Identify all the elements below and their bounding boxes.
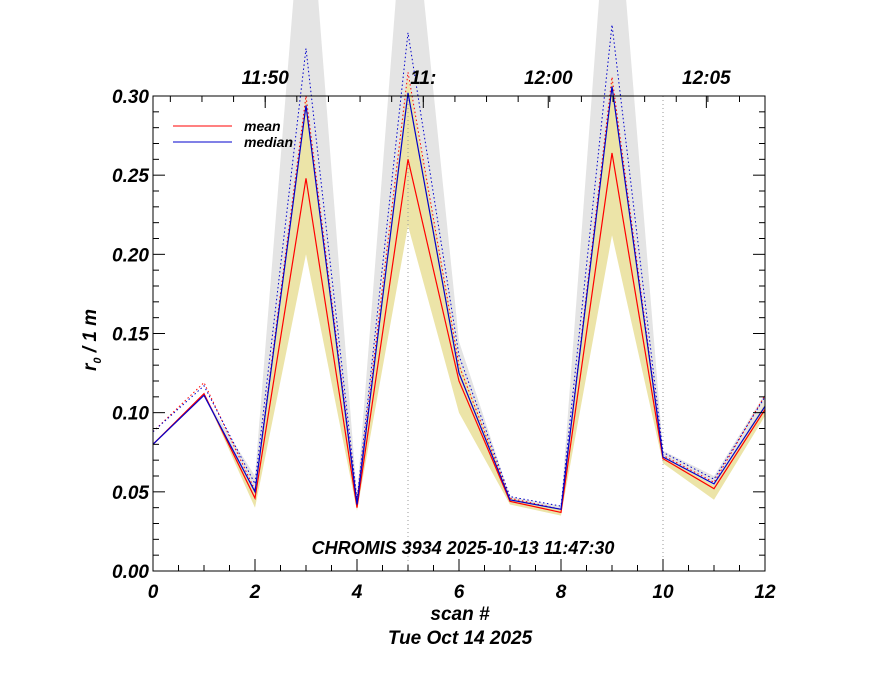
x-tick-label: 8: [556, 582, 567, 603]
top-time-label: 12:00: [524, 68, 573, 89]
y-axis-label-sub: 0: [92, 357, 104, 364]
top-time-label: 11:50: [242, 68, 290, 89]
x-tick-label: 10: [652, 582, 674, 603]
band-mean: [153, 77, 765, 516]
x-axis-label: scan #: [430, 604, 490, 625]
x-tick-label: 4: [351, 582, 363, 603]
y-tick-label: 0.15: [112, 325, 149, 346]
x-tick-label: 6: [454, 582, 465, 603]
line-mean: [152, 152, 766, 514]
legend-label-mean: mean: [244, 118, 281, 134]
y-tick-label: 0.00: [112, 562, 149, 583]
y-axis-label-r: r: [80, 362, 101, 371]
line-median-upper-dotted: [152, 24, 766, 507]
legend: mean median: [173, 118, 293, 150]
chart-annotation: CHROMIS 3934 2025-10-13 11:47:30: [312, 538, 615, 558]
plot-frame: [152, 95, 766, 572]
x-tick-label: 0: [148, 582, 159, 603]
top-time-label: 11:: [410, 68, 436, 89]
y-axis-label: r0 / 1 m: [80, 309, 104, 371]
y-tick-label: 0.20: [112, 245, 149, 266]
y-tick-label: 0.25: [112, 166, 149, 187]
x-tick-label: 2: [249, 582, 261, 603]
top-time-label: 12:05: [682, 68, 731, 89]
legend-label-median: median: [244, 134, 293, 150]
y-tick-label: 0.30: [112, 87, 149, 108]
line-median: [152, 86, 766, 511]
date-label: Tue Oct 14 2025: [388, 628, 533, 649]
x-tick-label: 12: [754, 582, 776, 603]
y-tick-label: 0.05: [112, 483, 149, 504]
y-tick-label: 0.10: [112, 404, 149, 425]
y-axis-label-rest: / 1 m: [80, 309, 101, 358]
